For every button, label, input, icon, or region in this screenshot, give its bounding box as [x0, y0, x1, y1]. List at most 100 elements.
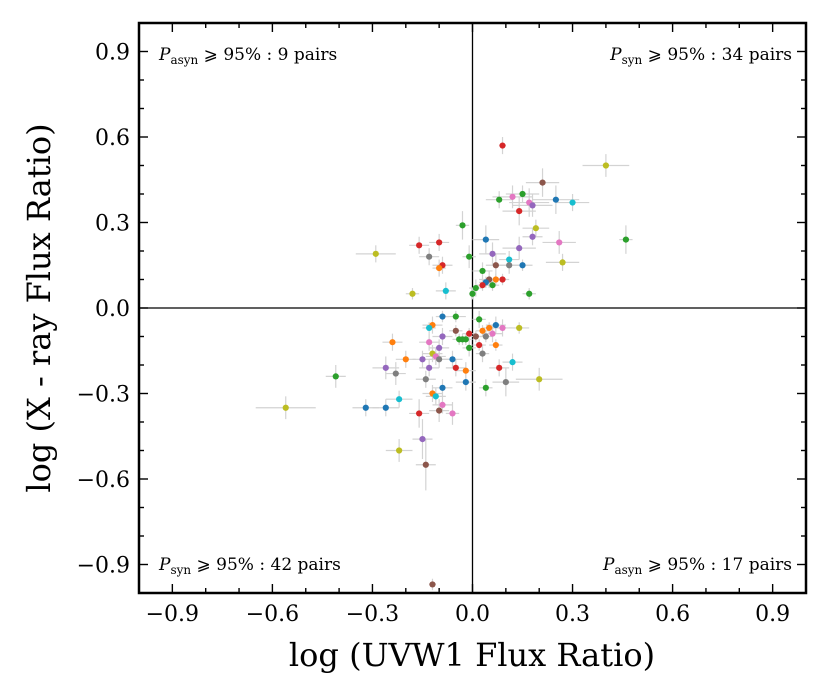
data-point — [622, 236, 630, 243]
data-point — [439, 401, 446, 408]
data-points — [282, 142, 630, 588]
data-point — [442, 287, 449, 294]
data-point — [559, 259, 566, 266]
data-point — [569, 199, 576, 206]
data-point — [452, 313, 459, 320]
data-point — [396, 447, 403, 454]
data-point — [516, 208, 523, 215]
data-point — [482, 333, 489, 340]
data-point — [502, 379, 509, 386]
data-point — [462, 367, 469, 374]
annotation-text: ⩾ 95% : 34 pairs — [642, 45, 792, 65]
annotation-text: ⩾ 95% : 42 pairs — [191, 555, 341, 575]
data-point — [492, 322, 499, 329]
data-point — [396, 396, 403, 403]
data-point — [532, 225, 539, 232]
y-tick-label: −0.9 — [77, 554, 130, 579]
data-point — [436, 239, 443, 246]
data-point — [602, 162, 610, 169]
data-point — [472, 284, 479, 292]
x-tick-label: 0.0 — [455, 602, 490, 627]
annotation-symbol: P — [158, 555, 171, 575]
data-point — [492, 341, 499, 349]
data-point — [506, 256, 513, 263]
data-point — [426, 339, 433, 346]
data-point — [489, 330, 496, 337]
x-tick-label: 0.3 — [555, 602, 590, 627]
data-point — [449, 410, 456, 417]
data-point — [536, 376, 543, 383]
x-tick-label: −0.6 — [246, 602, 299, 627]
quadrant-annotations: Pasyn ⩾ 95% : 9 pairs Psyn ⩾ 95% : 34 pai… — [158, 45, 792, 577]
axis-ticks — [139, 23, 806, 593]
data-point — [499, 324, 506, 332]
data-point — [439, 313, 446, 320]
annotation-top-left: Pasyn ⩾ 95% : 9 pairs — [158, 45, 337, 67]
data-point — [332, 373, 339, 380]
data-point — [529, 202, 536, 209]
data-point — [409, 290, 416, 297]
data-point — [426, 364, 433, 371]
data-point — [506, 262, 513, 269]
data-point — [489, 282, 496, 289]
data-point — [516, 245, 523, 252]
data-point — [556, 239, 563, 246]
annotation-subscript: syn — [170, 563, 191, 577]
annotation-symbol: P — [609, 45, 622, 65]
reference-lines — [139, 23, 806, 593]
data-point — [436, 407, 443, 414]
x-tick-label: 0.6 — [655, 602, 690, 627]
annotation-symbol: P — [158, 45, 171, 65]
data-point — [466, 330, 473, 337]
data-point — [462, 379, 469, 386]
data-point — [459, 222, 466, 229]
x-tick-label: −0.9 — [146, 602, 199, 627]
data-point — [479, 282, 486, 289]
data-point — [389, 339, 396, 346]
data-point — [429, 581, 436, 588]
data-point — [436, 265, 443, 272]
data-point — [449, 356, 456, 363]
x-tick-labels: −0.9 −0.6 −0.3 0.0 0.3 0.6 0.9 — [146, 602, 791, 627]
data-point — [392, 370, 399, 377]
y-tick-label: 0.6 — [95, 126, 130, 151]
data-point — [539, 179, 546, 186]
data-point — [416, 410, 423, 417]
annotation-text: ⩾ 95% : 9 pairs — [198, 45, 337, 65]
data-point — [466, 253, 473, 260]
data-point — [476, 341, 483, 349]
data-point — [529, 233, 536, 240]
data-point — [479, 350, 486, 357]
x-tick-label: 0.9 — [755, 602, 790, 627]
data-point — [479, 267, 486, 275]
data-point — [469, 290, 476, 297]
data-point — [419, 356, 426, 363]
data-point — [496, 364, 503, 371]
data-point — [519, 190, 526, 198]
data-point — [519, 262, 526, 269]
data-point — [282, 404, 289, 411]
data-point — [402, 356, 409, 363]
data-point — [472, 333, 479, 340]
annotation-subscript: asyn — [170, 53, 198, 67]
data-point — [426, 253, 433, 260]
y-tick-label: −0.6 — [77, 468, 130, 493]
data-point — [482, 384, 489, 391]
data-point — [426, 324, 433, 332]
data-point — [439, 384, 446, 391]
error-bars — [255, 137, 633, 591]
y-axis-title: log (X - ray Flux Ratio) — [20, 123, 58, 492]
annotation-top-right: Psyn ⩾ 95% : 34 pairs — [609, 45, 792, 67]
data-point — [516, 324, 523, 332]
data-point — [432, 393, 439, 400]
data-point — [479, 327, 486, 334]
data-point — [492, 276, 499, 283]
data-point — [436, 344, 443, 351]
data-point — [489, 250, 496, 257]
data-point — [492, 262, 499, 269]
data-point — [419, 436, 426, 443]
data-point — [509, 193, 516, 200]
data-point — [526, 290, 533, 297]
data-point — [439, 333, 446, 340]
